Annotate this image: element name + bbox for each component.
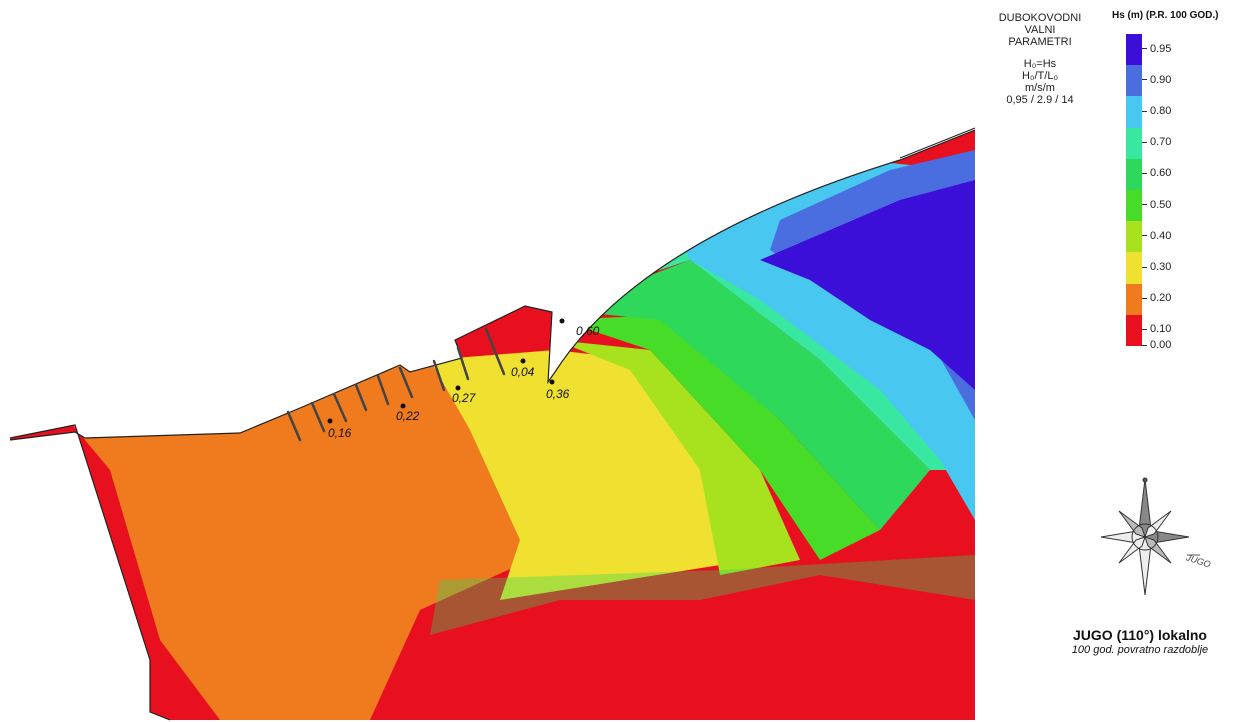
legend-swatch bbox=[1126, 252, 1142, 284]
caption-subtitle: 100 god. povratno razdoblje bbox=[1071, 644, 1209, 656]
legend-tick-label: 0.70 bbox=[1142, 136, 1171, 148]
legend-tick-label: 0.60 bbox=[1142, 167, 1171, 179]
legend-swatch bbox=[1126, 34, 1142, 66]
legend-title: Hs (m) (P.R. 100 GOD.) bbox=[1112, 10, 1219, 21]
legend-swatch bbox=[1126, 314, 1142, 346]
info-param-line: m/s/m bbox=[1025, 82, 1055, 94]
legend-swatch bbox=[1126, 283, 1142, 315]
point-label: 0,27 bbox=[452, 391, 477, 405]
legend-tick-label: 0.20 bbox=[1142, 292, 1171, 304]
legend-swatch bbox=[1126, 221, 1142, 253]
point-label: 0,60 bbox=[576, 324, 600, 338]
compass-rose-icon bbox=[1100, 477, 1200, 596]
info-title-line: VALNI bbox=[1024, 24, 1056, 36]
info-param-line: 0,95 / 2.9 / 14 bbox=[1006, 94, 1074, 106]
legend-swatch bbox=[1126, 96, 1142, 128]
point-label: 0,22 bbox=[396, 409, 420, 423]
info-param-line: H₀/T/L₀ bbox=[1021, 70, 1059, 82]
info-title-line: PARAMETRI bbox=[1008, 36, 1072, 48]
legend-tick-label: 0.90 bbox=[1142, 74, 1171, 86]
legend-swatch bbox=[1126, 65, 1142, 97]
legend-swatch bbox=[1126, 158, 1142, 190]
legend-tick-label: 0.95 bbox=[1142, 43, 1171, 55]
legend-tick-label: 0.50 bbox=[1142, 199, 1171, 211]
info-param-line: H₀=Hs bbox=[1023, 58, 1057, 70]
map-caption: JUGO (110°) lokalno 100 god. povratno ra… bbox=[1040, 627, 1240, 656]
legend-swatch bbox=[1126, 189, 1142, 222]
legend-tick-label: 0.30 bbox=[1142, 261, 1171, 273]
deepwater-parameters: DUBOKOVODNI VALNI PARAMETRI H₀=Hs H₀/T/L… bbox=[985, 12, 1095, 106]
caption-title: JUGO (110°) lokalno bbox=[1073, 627, 1207, 643]
legend-swatch bbox=[1126, 127, 1142, 159]
legend-tick-label: 0.00 bbox=[1142, 339, 1171, 351]
point-label: 0,36 bbox=[546, 387, 570, 401]
legend-tick-label: 0.10 bbox=[1142, 323, 1171, 335]
info-title-line: DUBOKOVODNI bbox=[998, 12, 1082, 24]
point-label: 0,04 bbox=[511, 365, 535, 379]
legend-tick-label: 0.80 bbox=[1142, 105, 1171, 117]
legend-tick-label: 0.40 bbox=[1142, 230, 1171, 242]
legend-color-ramp bbox=[1126, 34, 1142, 346]
point-label: 0,16 bbox=[328, 426, 352, 440]
